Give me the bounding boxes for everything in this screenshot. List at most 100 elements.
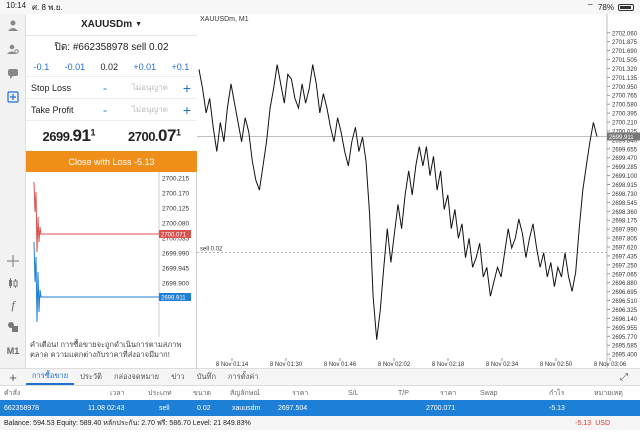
y-tick-label: 2698.175	[612, 219, 638, 225]
y-tick-label: 2697.435	[612, 254, 638, 260]
price-series-line	[198, 64, 598, 340]
volume-plus-01-button[interactable]: +0.1	[171, 62, 190, 72]
volume-plus-001-button[interactable]: +0.01	[133, 62, 157, 72]
header-comment[interactable]: หมายเหตุ	[594, 389, 623, 397]
take-profit-row: Take Profit - ไม่อนุญาต +	[26, 98, 197, 120]
cell-current-price: 2700.071	[426, 404, 456, 412]
order-panel: XAUUSDm ▼ ปิด: #662358978 sell 0.02 -0.1…	[26, 14, 197, 172]
tab-trade[interactable]: การซื้อขาย	[26, 369, 75, 385]
header-order[interactable]: คำสั่ง	[4, 389, 21, 397]
ask-price: 2700.071	[128, 125, 181, 145]
header-price[interactable]: ราคา	[292, 389, 309, 397]
tick-y-label: 2700.125	[162, 206, 189, 213]
y-tick-label: 2695.400	[612, 353, 638, 359]
chat-icon[interactable]	[4, 64, 22, 82]
tab-settings[interactable]: การตั้งค่า	[228, 372, 259, 381]
chart-title: XAUUSDm, M1	[200, 16, 249, 23]
y-tick-label: 2699.285	[612, 165, 638, 171]
tab-mailbox[interactable]: กล่องจดหมาย	[114, 372, 160, 381]
header-profit[interactable]: กำไร	[549, 389, 565, 397]
y-tick-label: 2697.805	[612, 237, 638, 243]
cell-volume: 0.02	[197, 404, 211, 412]
x-tick-label: 8 Nov 02:50	[540, 362, 573, 368]
volume-minus-01-button[interactable]: -0.1	[33, 62, 50, 72]
crosshair-icon[interactable]	[4, 252, 22, 270]
ask-tag-label: 2700.071	[161, 233, 187, 239]
volume-value[interactable]: 0.02	[100, 62, 118, 72]
status-bar: 10:14 ศ. 8 พ.ย. ⌔ 78%	[0, 0, 640, 14]
header-type[interactable]: ประเภท	[148, 389, 172, 397]
y-tick-label: 2696.325	[612, 308, 638, 314]
tab-journal[interactable]: บันทึก	[196, 372, 217, 381]
close-order-title: ปิด: #662358978 sell 0.02	[54, 41, 169, 53]
y-tick-label: 2697.250	[612, 263, 638, 269]
symbol-name: XAUUSDm	[80, 19, 133, 30]
stop-loss-minus-button[interactable]: -	[103, 80, 107, 95]
header-swap[interactable]: Swap	[480, 389, 498, 397]
take-profit-minus-button[interactable]: -	[103, 102, 107, 117]
price-chart[interactable]: 2702.060 2701.875 2701.690 2701.505 2701.320…	[197, 14, 640, 369]
function-icon[interactable]: f	[11, 297, 15, 312]
ask-ticks	[33, 181, 42, 253]
y-tick-label: 2699.100	[612, 174, 638, 180]
header-volume[interactable]: ขนาด	[193, 389, 212, 397]
cell-profit: -5.13	[549, 404, 565, 412]
header-current-price[interactable]: ราคา	[440, 389, 457, 397]
tab-news[interactable]: ข่าว	[171, 372, 185, 381]
ask-tag	[159, 230, 191, 238]
tick-y-label: 2699.900	[162, 281, 189, 288]
battery-icon	[618, 3, 634, 11]
tick-y-label: 2699.945	[162, 266, 189, 273]
timeframe-button[interactable]: M1	[6, 346, 20, 356]
add-icon[interactable]: +	[9, 369, 17, 385]
tick-y-label: 2699.990	[162, 251, 189, 258]
person-gear-icon[interactable]	[4, 40, 22, 58]
volume-minus-001-button[interactable]: -0.01	[64, 62, 86, 72]
person-icon[interactable]	[4, 16, 22, 34]
stop-loss-field[interactable]: ไม่อนุญาต	[131, 83, 168, 92]
expand-icon[interactable]: ⤢	[620, 371, 628, 383]
y-tick-label: 2700.950	[612, 85, 638, 91]
y-tick-label: 2699.655	[612, 147, 638, 153]
status-time: 10:14	[6, 0, 27, 10]
y-tick-label: 2702.060	[612, 31, 638, 37]
header-symbol[interactable]: สัญลักษณ์	[230, 389, 260, 397]
stop-loss-row: Stop Loss - ไม่อนุญาต +	[26, 76, 197, 98]
header-time[interactable]: เวลา	[110, 389, 125, 397]
quote-prices: 2699.911 2700.071	[26, 120, 197, 150]
y-tick-label: 2701.135	[612, 76, 638, 82]
cell-order: 662358978	[4, 404, 40, 412]
y-tick-label: 2699.470	[612, 156, 638, 162]
cell-symbol: xauusdm	[232, 404, 261, 412]
y-tick-label: 2700.025	[612, 129, 638, 135]
y-tick-label: 2696.880	[612, 281, 638, 287]
symbol-selector[interactable]: XAUUSDm ▼	[26, 14, 197, 36]
left-toolbar: f M1	[0, 14, 26, 372]
candle-icon[interactable]	[4, 274, 22, 292]
header-tp[interactable]: T/P	[398, 389, 409, 397]
x-tick-label: 8 Nov 01:30	[270, 362, 303, 368]
header-sl[interactable]: S/L	[348, 389, 359, 397]
y-tick-label: 2698.730	[612, 192, 638, 198]
stop-loss-plus-button[interactable]: +	[182, 79, 191, 96]
tab-history[interactable]: ประวัติ	[80, 372, 103, 381]
take-profit-plus-button[interactable]: +	[182, 101, 191, 118]
battery-percent: 78%	[597, 2, 614, 12]
new-order-icon[interactable]	[4, 88, 22, 106]
y-tick-label: 2701.320	[612, 67, 638, 73]
close-with-loss-button[interactable]: Close with Loss -5.13	[26, 151, 197, 172]
wifi-icon: ⌔	[586, 2, 594, 11]
take-profit-field[interactable]: ไม่อนุญาต	[131, 105, 168, 114]
volume-stepper: -0.1 -0.01 0.02 +0.01 +0.1	[26, 58, 197, 76]
y-tick-label: 2700.210	[612, 121, 638, 127]
shapes-icon[interactable]	[4, 318, 22, 336]
table-row[interactable]: 662358978 11.08 02:43 sell 0.02 xauusdm …	[0, 400, 640, 416]
x-tick-label: 8 Nov 02:34	[486, 362, 519, 368]
tick-y-label: 2700.215	[162, 176, 189, 183]
tick-y-label: 2700.170	[162, 191, 189, 198]
y-tick-label: 2696.695	[612, 290, 638, 296]
bid-tag	[159, 293, 191, 301]
y-tick-label: 2700.580	[612, 103, 638, 109]
floating-profit: -5.13 USD	[575, 419, 610, 427]
y-tick-label: 2700.765	[612, 94, 638, 100]
